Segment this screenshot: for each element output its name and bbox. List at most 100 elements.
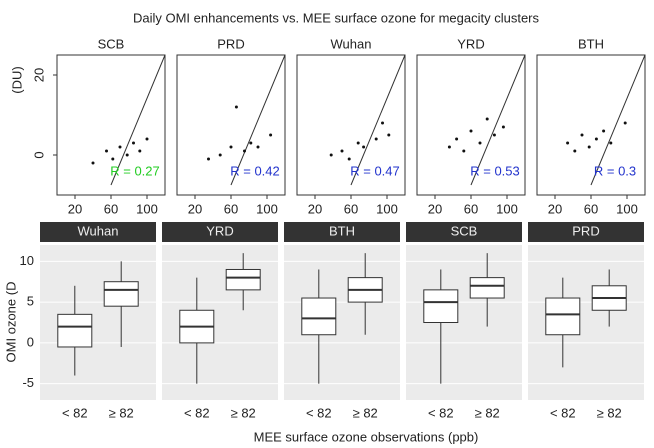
panel-frame <box>536 54 646 196</box>
x-tick-label: < 82 <box>550 405 576 420</box>
point <box>347 157 351 161</box>
y-tick-label: 20 <box>31 68 46 82</box>
point <box>256 145 260 149</box>
x-tick-label: 60 <box>224 201 238 216</box>
point <box>111 157 115 161</box>
x-tick-label: ≥ 82 <box>353 405 378 420</box>
panel-title: BTH <box>578 36 604 51</box>
box <box>225 268 261 291</box>
x-tick-label: 60 <box>584 201 598 216</box>
strip <box>406 222 522 242</box>
point <box>478 141 482 145</box>
point <box>132 141 135 145</box>
box <box>423 289 459 323</box>
x-tick-label: 100 <box>256 201 278 216</box>
point <box>594 137 598 141</box>
x-axis-title: MEE surface ozone observations (ppb) <box>254 429 479 444</box>
point <box>362 145 366 149</box>
y-tick-label: -5 <box>22 375 34 390</box>
box <box>57 313 93 348</box>
point <box>374 137 378 141</box>
r-label: R = 0.47 <box>350 163 400 178</box>
y-axis-title: (DU) <box>9 66 24 93</box>
r-label: R = 0.53 <box>470 163 520 178</box>
x-tick-label: 100 <box>376 201 398 216</box>
y-tick-label: 5 <box>27 294 34 309</box>
x-tick-label: 20 <box>428 201 442 216</box>
point <box>91 161 95 165</box>
x-tick-label: 60 <box>344 201 358 216</box>
panel-title: SCB <box>98 36 125 51</box>
point <box>118 145 122 149</box>
point <box>229 145 233 149</box>
x-tick-label: 100 <box>136 201 158 216</box>
point <box>269 133 273 137</box>
point <box>623 121 627 125</box>
panel-title: YRD <box>457 36 484 51</box>
point <box>381 121 384 125</box>
strip-label: PRD <box>572 223 599 238</box>
point <box>218 153 222 157</box>
point <box>580 133 584 137</box>
point <box>566 141 570 145</box>
one-to-one-line <box>230 54 286 186</box>
x-tick-label: 60 <box>464 201 478 216</box>
point <box>249 141 253 145</box>
r-label: R = 0.27 <box>110 163 160 178</box>
point <box>602 129 606 133</box>
panel-frame <box>56 54 166 196</box>
panel-frame <box>176 54 286 196</box>
point <box>105 149 108 153</box>
strip-label: BTH <box>329 223 355 238</box>
r-label: R = 0.42 <box>230 163 280 178</box>
point <box>329 153 333 157</box>
panel-title: PRD <box>217 36 244 51</box>
one-to-one-line <box>350 54 406 186</box>
y-tick-label: 0 <box>31 151 46 158</box>
point <box>573 149 577 153</box>
panel-title: Wuhan <box>331 36 372 51</box>
strip-label: Wuhan <box>78 223 119 238</box>
point <box>340 149 344 153</box>
panel-frame <box>416 54 526 196</box>
box <box>469 277 505 299</box>
x-tick-label: 20 <box>308 201 322 216</box>
point <box>501 125 505 129</box>
y-tick-label: 0 <box>27 334 34 349</box>
point <box>485 117 489 121</box>
strip <box>162 222 278 242</box>
r-label: R = 0.3 <box>594 163 636 178</box>
x-tick-label: ≥ 82 <box>231 405 256 420</box>
point <box>587 145 591 149</box>
box <box>301 297 337 336</box>
x-tick-label: < 82 <box>306 405 332 420</box>
point <box>492 133 496 137</box>
x-tick-label: 20 <box>548 201 562 216</box>
box <box>103 281 139 307</box>
point <box>609 141 613 145</box>
one-to-one-line <box>470 54 526 186</box>
x-tick-label: 20 <box>188 201 202 216</box>
x-tick-label: < 82 <box>428 405 454 420</box>
strip <box>528 222 644 242</box>
strip-label: SCB <box>451 223 478 238</box>
point <box>138 149 142 153</box>
x-tick-label: ≥ 82 <box>597 405 622 420</box>
x-tick-label: < 82 <box>62 405 88 420</box>
point <box>207 157 210 161</box>
x-tick-label: < 82 <box>184 405 210 420</box>
point <box>447 145 451 149</box>
point <box>469 129 473 133</box>
x-tick-label: 100 <box>496 201 518 216</box>
x-tick-label: ≥ 82 <box>109 405 134 420</box>
point <box>243 149 246 153</box>
x-tick-label: 20 <box>68 201 82 216</box>
y-axis-title: OMI ozone (D <box>3 282 18 363</box>
point <box>455 137 459 141</box>
strip-label: YRD <box>206 223 233 238</box>
point <box>145 137 149 141</box>
point <box>125 153 129 157</box>
x-tick-label: 100 <box>616 201 638 216</box>
chart-title: Daily OMI enhancements vs. MEE surface o… <box>133 10 540 25</box>
